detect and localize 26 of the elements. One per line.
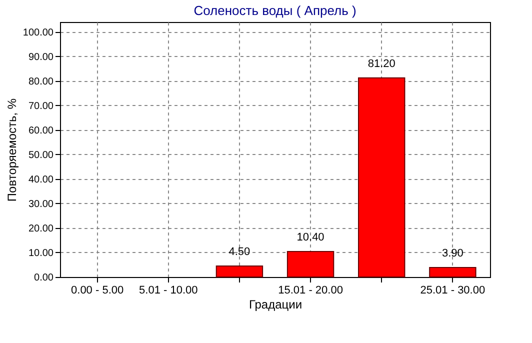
bar [286,251,334,278]
x-tick-label: 25.01 - 30.00 [420,284,486,296]
y-tick-label: 60.00 [28,125,54,136]
y-tick-label: 100.00 [22,27,54,38]
y-tick-label: 70.00 [28,100,54,112]
x-tick-label: 15.01 - 20.00 [278,284,343,296]
y-tick-label: 80.00 [28,76,54,88]
y-tick-label: 0.00 [34,272,54,284]
x-axis-title: Градации [248,298,302,312]
chart-title: Соленость воды ( Апрель ) [194,3,356,18]
y-tick-label: 30.00 [28,198,54,210]
y-tick-label: 50.00 [28,150,54,161]
x-tick-label: 0.00 - 5.00 [71,284,124,296]
data-label: 4.50 [228,246,250,258]
y-axis-title: Повторяемость, % [4,98,19,202]
y-tick-label: 10.00 [28,248,54,259]
bar [216,265,264,278]
y-tick-label: 40.00 [28,174,54,186]
y-tick-label: 20.00 [28,223,54,234]
bar [429,266,476,278]
data-label: 10.40 [296,232,324,244]
y-tick-label: 90.00 [28,52,54,63]
bar [358,77,406,278]
data-label: 81.20 [368,58,396,70]
x-tick-label: 5.01 - 10.00 [139,284,198,296]
data-label: 3.90 [442,247,464,260]
